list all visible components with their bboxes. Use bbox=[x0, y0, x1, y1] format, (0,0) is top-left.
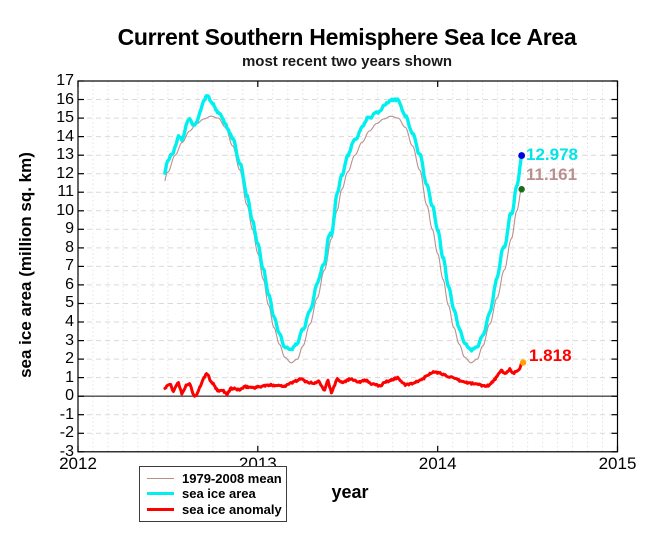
legend-line-mean bbox=[147, 478, 174, 480]
sea-ice-area-line bbox=[163, 94, 524, 353]
y-tick-label: 12 bbox=[56, 164, 74, 182]
y-tick-label: 8 bbox=[65, 238, 74, 256]
y-tick-label: 16 bbox=[56, 90, 74, 108]
y-tick-label: 9 bbox=[65, 220, 74, 238]
y-tick-label: -2 bbox=[59, 424, 74, 442]
end-label-anomaly: 1.818 bbox=[529, 346, 572, 365]
legend: 1979-2008 mean sea ice area sea ice anom… bbox=[139, 466, 287, 522]
end-label-sea-ice-area: 12.978 bbox=[526, 145, 578, 164]
y-tick-label: 17 bbox=[56, 72, 74, 89]
chart-title: Current Southern Hemisphere Sea Ice Area bbox=[117, 24, 577, 50]
y-tick-label: 10 bbox=[56, 201, 74, 219]
end-label-mean: 11.161 bbox=[526, 165, 578, 184]
y-tick-label: -3 bbox=[59, 442, 74, 460]
y-tick-label: 4 bbox=[65, 313, 74, 331]
end-marker-mean bbox=[518, 186, 525, 193]
mean-line bbox=[164, 115, 523, 364]
x-tick-label: 2014 bbox=[418, 454, 457, 473]
y-tick-label: 6 bbox=[65, 275, 74, 293]
legend-row-area: sea ice area bbox=[147, 486, 280, 501]
end-marker-anomaly bbox=[519, 359, 527, 366]
y-tick-label: 7 bbox=[65, 257, 74, 275]
legend-line-anomaly bbox=[147, 507, 174, 511]
y-tick-label: 11 bbox=[57, 183, 74, 201]
y-tick-label: 13 bbox=[56, 146, 74, 164]
y-tick-label: 1 bbox=[65, 368, 74, 386]
legend-label-area: sea ice area bbox=[182, 486, 256, 502]
legend-row-mean: 1979-2008 mean bbox=[147, 471, 282, 487]
y-tick-label: 15 bbox=[56, 109, 74, 127]
y-tick-label: 5 bbox=[65, 294, 74, 312]
legend-row-anomaly: sea ice anomaly bbox=[147, 501, 282, 517]
sea-ice-anomaly-line bbox=[163, 361, 524, 398]
end-marker-area bbox=[518, 152, 526, 159]
chart-subtitle: most recent two years shown bbox=[241, 53, 453, 70]
x-tick-label: 2012 bbox=[59, 454, 97, 473]
y-tick-label: 0 bbox=[65, 387, 74, 405]
x-tick-label: 2015 bbox=[598, 454, 637, 473]
legend-label-anomaly: sea ice anomaly bbox=[182, 501, 282, 517]
y-tick-label: 3 bbox=[65, 331, 74, 349]
x-axis-label: year bbox=[331, 482, 369, 502]
legend-line-area bbox=[147, 492, 174, 496]
y-tick-label: 14 bbox=[56, 127, 74, 145]
y-tick-label: -1 bbox=[59, 405, 74, 423]
legend-label-mean: 1979-2008 mean bbox=[182, 471, 282, 487]
y-tick-label: 2 bbox=[65, 350, 74, 368]
